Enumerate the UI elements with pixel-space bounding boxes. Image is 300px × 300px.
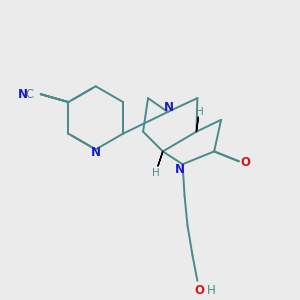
Text: C: C (26, 88, 34, 101)
Text: N: N (91, 146, 101, 159)
Text: N: N (18, 88, 28, 101)
Text: O: O (194, 284, 204, 297)
Text: N: N (164, 100, 174, 113)
Text: H: H (152, 168, 160, 178)
Text: N: N (175, 163, 184, 176)
Text: O: O (241, 156, 251, 169)
Polygon shape (196, 117, 198, 132)
Text: H: H (207, 284, 216, 297)
Text: H: H (196, 107, 204, 117)
Polygon shape (158, 152, 163, 166)
